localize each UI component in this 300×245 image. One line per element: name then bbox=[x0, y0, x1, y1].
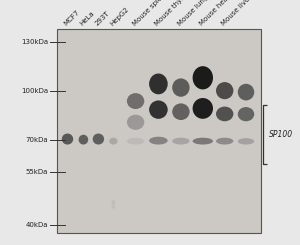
Ellipse shape bbox=[216, 82, 233, 99]
Ellipse shape bbox=[238, 138, 254, 145]
Text: Mouse thymus: Mouse thymus bbox=[154, 0, 195, 27]
Ellipse shape bbox=[238, 84, 254, 100]
Ellipse shape bbox=[79, 135, 88, 145]
Ellipse shape bbox=[193, 66, 213, 89]
Ellipse shape bbox=[111, 200, 116, 205]
Ellipse shape bbox=[149, 74, 168, 94]
Ellipse shape bbox=[193, 98, 213, 119]
Text: Mouse lung: Mouse lung bbox=[177, 0, 209, 27]
Ellipse shape bbox=[127, 115, 144, 130]
Text: 55kDa: 55kDa bbox=[26, 169, 48, 174]
Ellipse shape bbox=[62, 134, 73, 145]
Ellipse shape bbox=[109, 138, 118, 145]
Text: 293T: 293T bbox=[94, 10, 111, 27]
Ellipse shape bbox=[111, 204, 116, 209]
Ellipse shape bbox=[127, 138, 144, 145]
Text: 100kDa: 100kDa bbox=[21, 88, 48, 94]
Bar bbox=[57, 29, 261, 233]
Ellipse shape bbox=[238, 107, 254, 121]
Text: SP100: SP100 bbox=[269, 130, 293, 139]
Text: Mouse liver: Mouse liver bbox=[220, 0, 253, 27]
Ellipse shape bbox=[172, 138, 190, 145]
Ellipse shape bbox=[216, 107, 233, 121]
Ellipse shape bbox=[193, 138, 213, 145]
Text: Mouse heart: Mouse heart bbox=[199, 0, 234, 27]
Ellipse shape bbox=[172, 103, 190, 120]
Ellipse shape bbox=[172, 78, 190, 97]
Ellipse shape bbox=[149, 137, 168, 145]
Text: 70kDa: 70kDa bbox=[26, 137, 48, 143]
Text: HepG2: HepG2 bbox=[109, 6, 130, 27]
Ellipse shape bbox=[216, 138, 233, 145]
Text: Mouse spleen: Mouse spleen bbox=[131, 0, 170, 27]
Text: MCF7: MCF7 bbox=[63, 9, 81, 27]
Ellipse shape bbox=[127, 93, 144, 109]
Text: HeLa: HeLa bbox=[79, 10, 96, 27]
Ellipse shape bbox=[93, 134, 104, 145]
Text: 130kDa: 130kDa bbox=[21, 39, 48, 45]
Ellipse shape bbox=[149, 100, 168, 119]
Text: 40kDa: 40kDa bbox=[26, 222, 48, 228]
